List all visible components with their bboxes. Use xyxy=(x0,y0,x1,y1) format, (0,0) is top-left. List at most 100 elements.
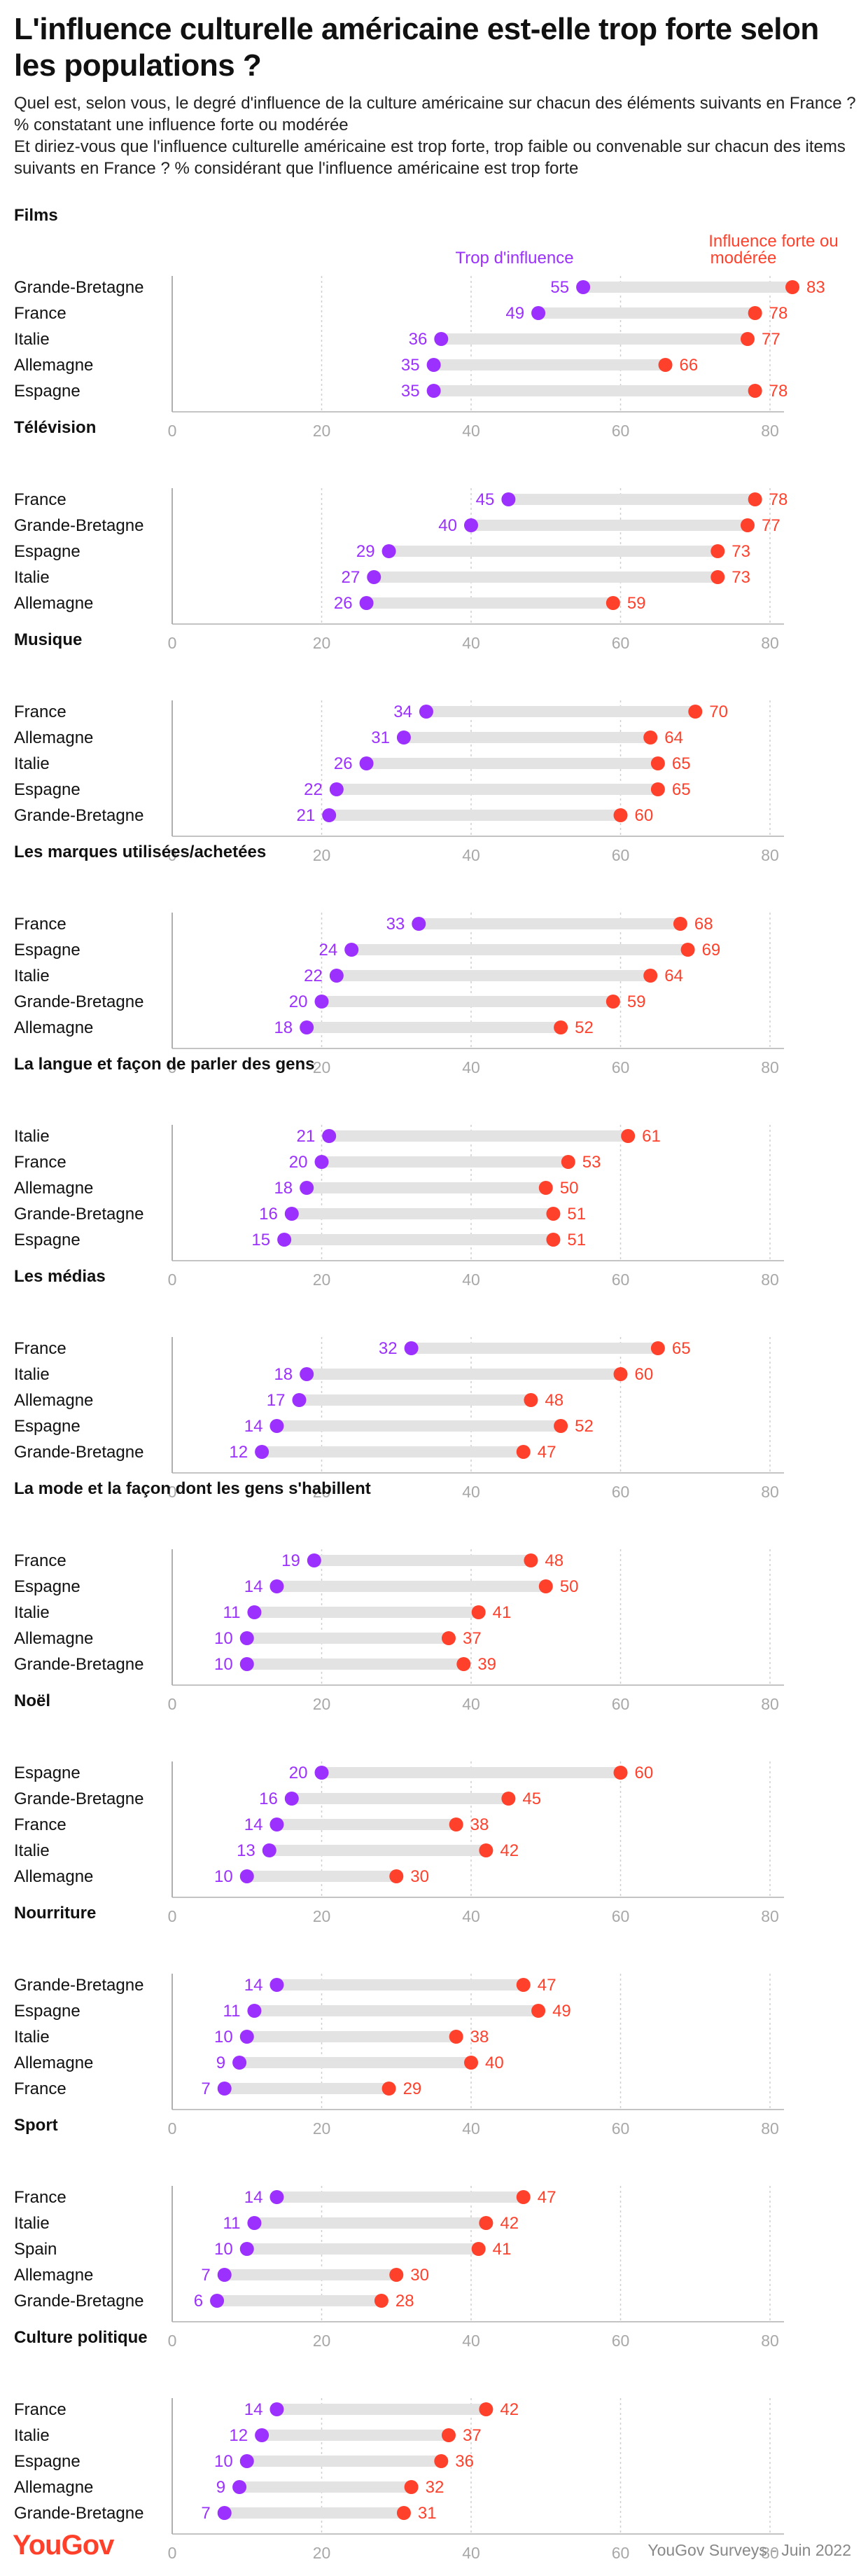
red-value-label: 49 xyxy=(552,2002,571,2021)
red-dot xyxy=(561,1155,575,1169)
section-title: Films xyxy=(14,206,58,225)
red-value-label: 52 xyxy=(575,1018,594,1037)
purple-value-label: 14 xyxy=(244,1815,263,1834)
purple-value-label: 26 xyxy=(334,594,353,613)
red-value-label: 50 xyxy=(560,1577,579,1596)
purple-value-label: 45 xyxy=(476,490,495,509)
purple-value-label: 32 xyxy=(379,1339,398,1358)
row-label: Allemagne xyxy=(14,2054,93,2072)
red-dot xyxy=(538,1181,553,1195)
purple-dot xyxy=(270,1419,284,1433)
red-dot xyxy=(382,2082,396,2096)
row-label: Allemagne xyxy=(14,1391,93,1410)
x-tick-label: 60 xyxy=(612,1695,630,1713)
x-tick-label: 20 xyxy=(313,2119,331,2138)
x-tick-label: 60 xyxy=(612,1907,630,1925)
red-value-label: 78 xyxy=(769,304,788,323)
purple-value-label: 14 xyxy=(244,1976,263,1995)
row-label: Espagne xyxy=(14,2452,80,2471)
red-value-label: 69 xyxy=(702,941,721,960)
x-tick-label: 20 xyxy=(313,422,331,440)
red-value-label: 51 xyxy=(567,1205,586,1224)
purple-value-label: 20 xyxy=(289,1764,308,1782)
red-dot xyxy=(785,280,800,294)
purple-dot xyxy=(359,596,374,610)
x-tick-label: 20 xyxy=(313,2332,331,2350)
row-label: France xyxy=(14,1815,66,1834)
section-title: Nourriture xyxy=(14,1904,96,1923)
section-title: La mode et la façon dont les gens s'habi… xyxy=(14,1479,371,1498)
purple-dot xyxy=(329,782,344,796)
x-tick-label: 20 xyxy=(313,1695,331,1713)
x-tick-label: 0 xyxy=(168,2119,177,2138)
red-dot xyxy=(613,1766,628,1780)
row-label: Espagne xyxy=(14,1417,80,1436)
purple-value-label: 9 xyxy=(216,2054,225,2072)
red-value-label: 42 xyxy=(500,1841,519,1860)
x-tick-label: 20 xyxy=(313,1907,331,1925)
row-label: France xyxy=(14,2188,66,2207)
row-label: France xyxy=(14,490,66,509)
section-title: Musique xyxy=(14,630,82,649)
x-tick-label: 40 xyxy=(462,1907,480,1925)
red-value-label: 47 xyxy=(538,1443,556,1462)
red-dot xyxy=(464,2056,478,2070)
purple-value-label: 14 xyxy=(244,1417,263,1436)
red-value-label: 41 xyxy=(493,1603,512,1622)
purple-dot xyxy=(270,2402,284,2416)
red-value-label: 45 xyxy=(522,1789,541,1808)
purple-dot xyxy=(239,2454,254,2468)
red-dot xyxy=(748,492,762,506)
red-dot xyxy=(471,2242,486,2256)
purple-value-label: 17 xyxy=(267,1391,286,1410)
row-label: France xyxy=(14,1551,66,1570)
row-label: Italie xyxy=(14,2214,50,2233)
x-tick-label: 60 xyxy=(612,1058,630,1076)
red-value-label: 48 xyxy=(545,1551,564,1570)
row-label: Espagne xyxy=(14,1764,80,1782)
row-label: Spain xyxy=(14,2240,57,2259)
x-tick-label: 40 xyxy=(462,1058,480,1076)
purple-dot xyxy=(300,1367,314,1381)
row-label: Allemagne xyxy=(14,1867,93,1886)
purple-value-label: 18 xyxy=(274,1365,293,1384)
purple-value-label: 21 xyxy=(296,1127,315,1146)
red-value-label: 77 xyxy=(762,330,780,349)
red-value-label: 32 xyxy=(426,2478,444,2497)
purple-dot xyxy=(284,1207,299,1221)
x-tick-label: 40 xyxy=(462,1483,480,1501)
row-label: Grande-Bretagne xyxy=(14,2292,144,2311)
x-tick-label: 0 xyxy=(168,1058,177,1076)
purple-dot xyxy=(239,2242,254,2256)
red-dot xyxy=(516,1978,531,1992)
chart-subtitle: Quel est, selon vous, le degré d'influen… xyxy=(14,92,861,179)
purple-value-label: 13 xyxy=(237,1841,255,1860)
red-dot xyxy=(643,730,658,745)
x-tick-label: 0 xyxy=(168,2544,177,2562)
row-label: Italie xyxy=(14,2426,50,2445)
red-dot xyxy=(531,2004,546,2018)
row-label: Espagne xyxy=(14,780,80,799)
row-label: France xyxy=(14,1153,66,1172)
row-label: Grande-Bretagne xyxy=(14,1443,144,1462)
red-value-label: 78 xyxy=(769,490,788,509)
purple-value-label: 10 xyxy=(214,2240,233,2259)
row-label: Grande-Bretagne xyxy=(14,1789,144,1808)
purple-dot xyxy=(247,2004,262,2018)
red-value-label: 77 xyxy=(762,516,780,535)
red-dot xyxy=(554,1020,568,1034)
red-value-label: 78 xyxy=(769,382,788,401)
red-dot xyxy=(658,358,673,372)
red-dot xyxy=(606,596,620,610)
red-dot xyxy=(680,943,695,957)
purple-dot xyxy=(314,995,329,1009)
row-label: Italie xyxy=(14,1127,50,1146)
row-label: Allemagne xyxy=(14,2266,93,2285)
purple-dot xyxy=(344,943,359,957)
x-tick-label: 40 xyxy=(462,846,480,864)
row-label: Grande-Bretagne xyxy=(14,516,144,535)
x-tick-label: 0 xyxy=(168,1270,177,1289)
red-value-label: 39 xyxy=(477,1655,496,1674)
subtitle-question-2: Et diriez-vous que l'influence culturell… xyxy=(14,137,846,178)
purple-dot xyxy=(322,1129,337,1143)
